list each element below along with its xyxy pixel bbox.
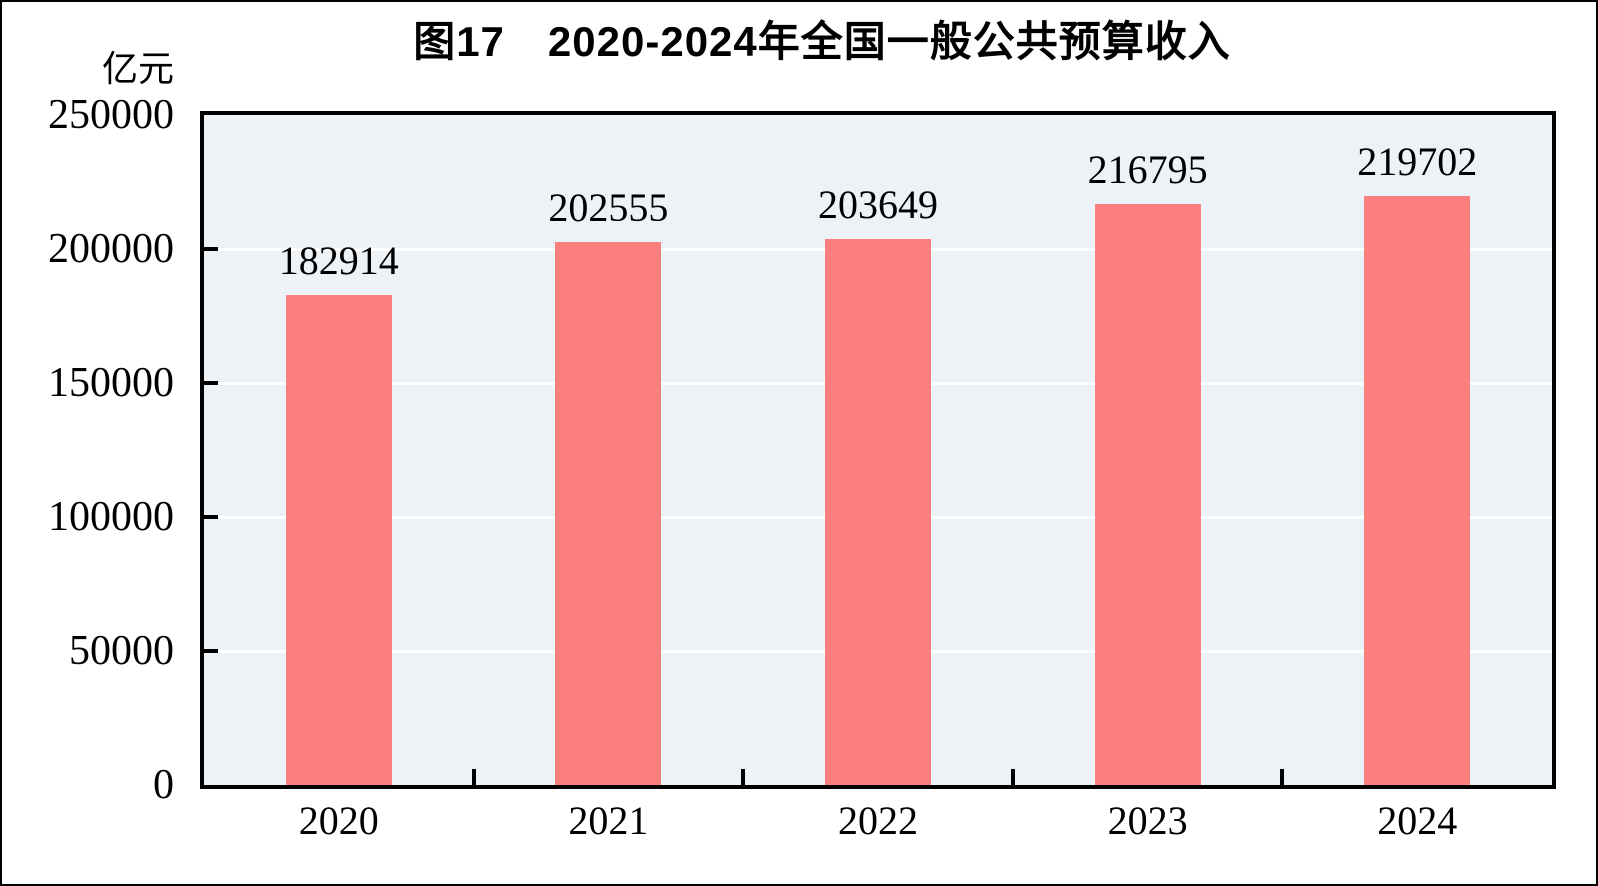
bar-2020 (285, 294, 392, 785)
chart-title: 图17 2020-2024年全国一般公共预算收入 (413, 18, 1231, 65)
bar-value-label-2022: 203649 (818, 182, 938, 228)
x-tick-label-2024: 2024 (1377, 798, 1458, 843)
bar-value-label-2023: 216795 (1087, 146, 1208, 192)
x-tick-label-2022: 2022 (838, 798, 918, 843)
y-axis-tick-150000 (204, 381, 218, 385)
bar-value-label-2024: 219702 (1357, 139, 1478, 185)
bar-2023 (1094, 203, 1201, 785)
bar-value-label-2021: 202555 (548, 185, 669, 231)
y-tick-label-0: 0 (153, 762, 174, 808)
bar-2021 (555, 242, 662, 785)
y-tick-label-100000: 100000 (48, 494, 174, 540)
y-tick-label-150000: 150000 (48, 360, 174, 406)
x-tick-label-2021: 2021 (568, 798, 649, 843)
y-axis-unit-label: 亿元 (101, 49, 174, 89)
x-tick-label-2023: 2023 (1107, 798, 1188, 843)
bar-2024 (1364, 196, 1471, 785)
plot-area: 182914 202555 203649 216795 219702 (200, 111, 1556, 789)
y-axis-tick-100000 (204, 515, 218, 519)
y-tick-label-250000: 250000 (48, 92, 174, 138)
x-tick-label-2020: 2020 (298, 798, 379, 843)
bar-value-label-2020: 182914 (278, 237, 399, 283)
bar-2022 (825, 239, 931, 785)
x-axis-tick-3 (1010, 769, 1015, 785)
y-axis-tick-50000 (204, 649, 218, 653)
y-tick-label-50000: 50000 (69, 628, 174, 674)
x-axis-tick-1 (471, 769, 476, 785)
x-axis-tick-2 (741, 769, 746, 785)
y-tick-label-200000: 200000 (48, 226, 174, 272)
y-axis-tick-200000 (204, 247, 218, 251)
x-axis-tick-4 (1280, 769, 1285, 785)
